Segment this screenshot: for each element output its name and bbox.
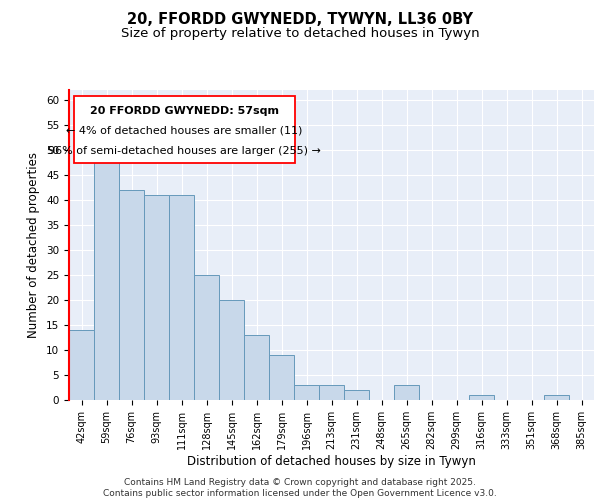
Bar: [344, 390, 369, 400]
Text: ← 4% of detached houses are smaller (11): ← 4% of detached houses are smaller (11): [67, 126, 302, 136]
Text: 96% of semi-detached houses are larger (255) →: 96% of semi-detached houses are larger (…: [48, 146, 321, 156]
Bar: [194, 275, 219, 400]
Bar: [119, 190, 144, 400]
Bar: [244, 335, 269, 400]
Bar: [394, 385, 419, 400]
Bar: [469, 395, 494, 400]
X-axis label: Distribution of detached houses by size in Tywyn: Distribution of detached houses by size …: [187, 454, 476, 468]
Y-axis label: Number of detached properties: Number of detached properties: [28, 152, 40, 338]
Bar: [319, 385, 344, 400]
Bar: [69, 330, 94, 400]
Bar: [169, 195, 194, 400]
Bar: [219, 300, 244, 400]
Text: 20, FFORDD GWYNEDD, TYWYN, LL36 0BY: 20, FFORDD GWYNEDD, TYWYN, LL36 0BY: [127, 12, 473, 28]
Bar: [144, 195, 169, 400]
Text: 20 FFORDD GWYNEDD: 57sqm: 20 FFORDD GWYNEDD: 57sqm: [90, 106, 279, 116]
Text: Size of property relative to detached houses in Tywyn: Size of property relative to detached ho…: [121, 28, 479, 40]
Bar: [294, 385, 319, 400]
Bar: [269, 355, 294, 400]
Bar: [544, 395, 569, 400]
Bar: [94, 155, 119, 400]
Text: Contains HM Land Registry data © Crown copyright and database right 2025.
Contai: Contains HM Land Registry data © Crown c…: [103, 478, 497, 498]
FancyBboxPatch shape: [74, 96, 295, 163]
